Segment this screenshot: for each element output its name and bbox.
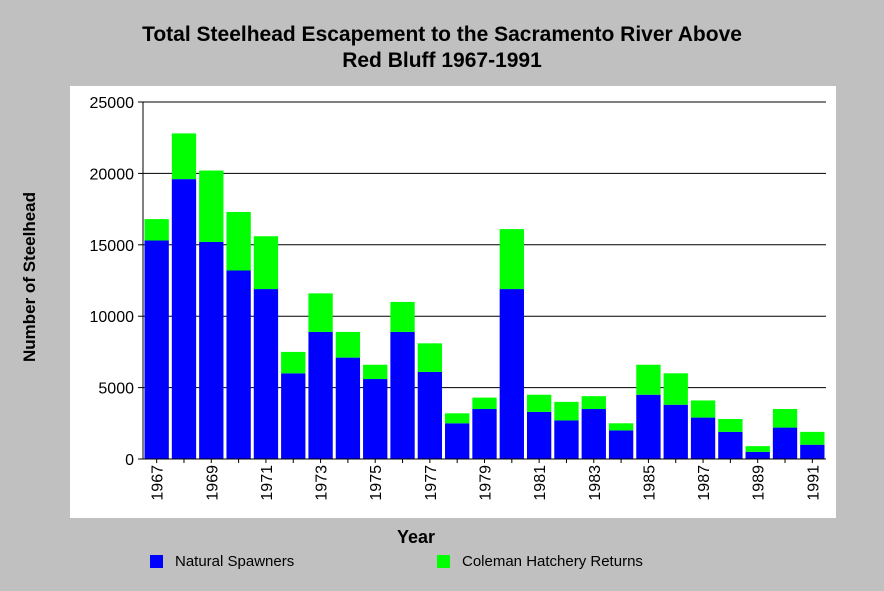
bar-natural-spawners-1984 (608, 430, 634, 459)
x-tick-label: 1967 (150, 465, 167, 501)
bar-natural-spawners-1976 (390, 331, 415, 459)
bar-coleman-hatchery-returns-1989 (745, 446, 770, 452)
x-tick-label: 1979 (478, 465, 495, 501)
bar-coleman-hatchery-returns-1975 (363, 364, 388, 380)
bar-coleman-hatchery-returns-1973 (308, 293, 333, 332)
bar-coleman-hatchery-returns-1984 (608, 423, 634, 431)
bar-coleman-hatchery-returns-1987 (690, 400, 716, 418)
x-tick-label: 1991 (805, 465, 822, 501)
bar-natural-spawners-1978 (445, 423, 470, 459)
bar-natural-spawners-1991 (800, 444, 825, 459)
bar-coleman-hatchery-returns-1978 (445, 413, 470, 424)
x-tick-label: 1971 (259, 465, 276, 501)
x-tick-label: 1985 (641, 465, 658, 501)
x-tick-label: 1987 (696, 465, 713, 501)
bar-natural-spawners-1970 (226, 270, 251, 459)
bar-natural-spawners-1982 (554, 420, 579, 459)
bar-natural-spawners-1975 (363, 379, 388, 459)
legend-item-coleman-hatchery-returns: Coleman Hatchery Returns (437, 553, 643, 570)
y-tick-label: 15000 (90, 238, 135, 255)
bar-natural-spawners-1969 (199, 241, 224, 459)
chart-title-line-1: Total Steelhead Escapement to the Sacram… (142, 23, 742, 46)
x-tick-label: 1981 (532, 465, 549, 501)
bar-natural-spawners-1972 (281, 373, 306, 459)
bar-natural-spawners-1974 (335, 357, 361, 459)
x-tick-label: 1989 (751, 465, 768, 501)
bar-coleman-hatchery-returns-1971 (253, 236, 279, 290)
x-tick-label: 1983 (587, 465, 604, 501)
x-tick-label: 1969 (204, 465, 221, 501)
y-tick-label: 10000 (90, 309, 135, 326)
bar-natural-spawners-1981 (526, 411, 552, 459)
bar-natural-spawners-1973 (308, 331, 333, 459)
bar-coleman-hatchery-returns-1979 (472, 397, 497, 410)
legend-label-natural-spawners: Natural Spawners (175, 553, 295, 570)
bar-natural-spawners-1988 (718, 431, 743, 459)
legend-swatch-natural-spawners (150, 555, 163, 568)
bar-coleman-hatchery-returns-1983 (581, 396, 606, 410)
legend-swatch-coleman-hatchery-returns (437, 555, 450, 568)
bar-natural-spawners-1971 (253, 289, 279, 459)
bar-coleman-hatchery-returns-1988 (718, 419, 743, 432)
y-tick-label: 20000 (90, 166, 135, 183)
bar-coleman-hatchery-returns-1967 (144, 219, 169, 241)
y-tick-label: 5000 (98, 381, 134, 398)
bar-natural-spawners-1985 (636, 394, 661, 459)
bar-coleman-hatchery-returns-1968 (171, 133, 197, 180)
x-tick-label: 1973 (314, 465, 331, 501)
bar-coleman-hatchery-returns-1976 (390, 301, 415, 332)
bar-natural-spawners-1989 (745, 451, 770, 459)
bar-natural-spawners-1983 (581, 409, 606, 459)
bar-coleman-hatchery-returns-1980 (499, 229, 524, 290)
chart-title-line-2: Red Bluff 1967-1991 (342, 49, 542, 72)
bar-coleman-hatchery-returns-1969 (199, 170, 224, 242)
bar-natural-spawners-1967 (144, 240, 169, 459)
bar-coleman-hatchery-returns-1985 (636, 364, 661, 395)
bar-coleman-hatchery-returns-1977 (417, 343, 443, 372)
bar-coleman-hatchery-returns-1990 (772, 409, 798, 428)
legend-label-coleman-hatchery-returns: Coleman Hatchery Returns (462, 553, 643, 570)
x-tick-label: 1975 (368, 465, 385, 501)
bar-natural-spawners-1986 (663, 404, 688, 459)
bar-natural-spawners-1977 (417, 371, 443, 459)
bar-coleman-hatchery-returns-1991 (800, 431, 825, 445)
bar-coleman-hatchery-returns-1986 (663, 373, 688, 405)
legend-item-natural-spawners: Natural Spawners (150, 553, 294, 570)
bar-natural-spawners-1979 (472, 409, 497, 459)
chart-title: Total Steelhead Escapement to the Sacram… (0, 22, 884, 74)
y-axis-label: Number of Steelhead (20, 191, 39, 363)
x-axis-label: Year (396, 527, 436, 547)
x-tick-label: 1977 (423, 465, 440, 501)
bar-coleman-hatchery-returns-1972 (281, 351, 306, 374)
bar-coleman-hatchery-returns-1974 (335, 331, 361, 358)
bar-natural-spawners-1980 (499, 289, 524, 459)
bar-coleman-hatchery-returns-1970 (226, 211, 251, 271)
bar-natural-spawners-1990 (772, 427, 798, 459)
bar-coleman-hatchery-returns-1981 (526, 394, 552, 412)
y-tick-label: 25000 (90, 95, 135, 112)
bar-coleman-hatchery-returns-1982 (554, 401, 579, 421)
y-tick-label: 0 (125, 452, 134, 469)
bar-natural-spawners-1987 (690, 417, 716, 459)
bar-natural-spawners-1968 (171, 179, 197, 459)
